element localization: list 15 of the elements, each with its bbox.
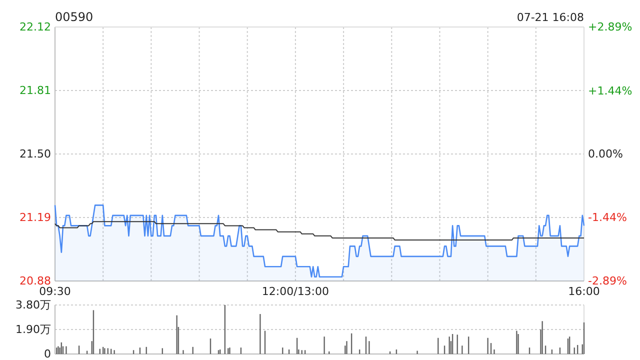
line-series bbox=[54, 221, 584, 241]
x-tick-label: 12:00/13:00 bbox=[262, 284, 330, 298]
y-tick-label: 21.19 bbox=[20, 211, 51, 224]
text: 07-21 16:08 bbox=[516, 11, 584, 24]
y2-tick-label: +1.44% bbox=[588, 84, 632, 98]
y-tick-label: 21.50 bbox=[20, 148, 51, 161]
y2-tick-label: +2.89% bbox=[588, 20, 632, 34]
chart-title: 00590 bbox=[55, 10, 94, 24]
y2-tick-label: -1.44% bbox=[588, 210, 627, 224]
y-tick-label: 21.81 bbox=[20, 84, 51, 98]
y-tick-label: 0 bbox=[44, 348, 51, 360]
y-tick-label: 3.80万 bbox=[16, 298, 51, 312]
y-tick-label: 22.12 bbox=[20, 20, 51, 34]
y2-tick-label: 0.00% bbox=[588, 148, 623, 161]
y-tick-label: 1.90万 bbox=[16, 323, 51, 336]
